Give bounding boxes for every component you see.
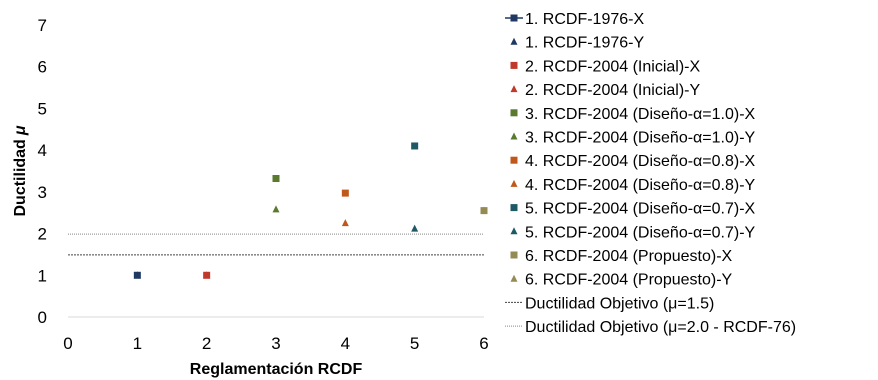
legend-marker-swatch <box>510 37 518 45</box>
y-tick-label: 5 <box>38 99 47 118</box>
legend-item: 3. RCDF-2004 (Diseño-α=1.0)-X <box>510 106 756 123</box>
x-axis-title: Reglamentación RCDF <box>190 361 363 378</box>
legend-item: 4. RCDF-2004 (Diseño-α=0.8)-X <box>510 153 756 170</box>
data-point-triangle <box>411 224 419 232</box>
legend-item: 6. RCDF-2004 (Propuesto)-Y <box>510 272 733 289</box>
x-tick-label: 4 <box>341 334 350 353</box>
x-tick-label: 5 <box>410 334 419 353</box>
legend-item: 1. RCDF-1976-X <box>505 11 644 28</box>
legend-label: 1. RCDF-1976-Y <box>525 35 644 52</box>
legend-label: 4. RCDF-2004 (Diseño-α=0.8)-Y <box>525 177 756 194</box>
legend-item: 2. RCDF-2004 (Inicial)-X <box>510 58 700 75</box>
x-tick-label: 6 <box>479 334 488 353</box>
x-tick-label: 0 <box>63 334 72 353</box>
legend-label: Ductilidad Objetivo (μ=2.0 - RCDF-76) <box>525 319 796 336</box>
legend-marker-swatch <box>510 132 518 140</box>
legend-marker-swatch <box>510 251 518 259</box>
y-axis-title-main: Ductilidad <box>12 139 29 216</box>
legend-marker-swatch <box>510 274 518 282</box>
data-point-triangle <box>203 271 211 279</box>
legend-label: 1. RCDF-1976-X <box>525 11 644 28</box>
legend-label: 3. RCDF-2004 (Diseño-α=1.0)-Y <box>525 130 756 147</box>
legend-item: 5. RCDF-2004 (Diseño-α=0.7)-Y <box>510 224 756 241</box>
y-tick-label: 2 <box>38 225 47 244</box>
legend-item: Ductilidad Objetivo (μ=1.5) <box>505 295 714 312</box>
legend-label: 6. RCDF-2004 (Propuesto)-Y <box>525 272 733 289</box>
data-point-square <box>341 189 349 197</box>
legend-marker-swatch <box>510 156 518 164</box>
reference-lines <box>68 233 484 256</box>
data-point-triangle <box>341 219 349 227</box>
legend-label: 5. RCDF-2004 (Diseño-α=0.7)-Y <box>525 224 756 241</box>
legend-marker-swatch <box>510 61 518 69</box>
legend-item: Ductilidad Objetivo (μ=2.0 - RCDF-76) <box>505 319 796 336</box>
legend-label: 6. RCDF-2004 (Propuesto)-X <box>525 248 733 265</box>
y-tick-label: 3 <box>38 183 47 202</box>
legend-label: 5. RCDF-2004 (Diseño-α=0.7)-X <box>525 201 756 218</box>
legend-label: 3. RCDF-2004 (Diseño-α=1.0)-X <box>525 106 756 123</box>
legend-item: 1. RCDF-1976-Y <box>510 35 644 52</box>
legend-marker-swatch <box>510 85 518 93</box>
legend-label: 2. RCDF-2004 (Inicial)-Y <box>525 82 700 99</box>
x-tick-label: 2 <box>202 334 211 353</box>
legend-marker-swatch <box>510 109 518 117</box>
data-point-square <box>272 175 280 183</box>
data-point-triangle <box>272 205 280 213</box>
y-tick-label: 7 <box>38 16 47 35</box>
legend-marker-swatch <box>510 227 518 235</box>
legend-item: 6. RCDF-2004 (Propuesto)-X <box>510 248 733 265</box>
legend-label: 4. RCDF-2004 (Diseño-α=0.8)-X <box>525 153 756 170</box>
tick-labels: 0 1 2 3 4 5 6 0 1 2 3 4 5 6 7 <box>38 16 489 353</box>
legend-item: 2. RCDF-2004 (Inicial)-Y <box>510 82 700 99</box>
x-tick-label: 3 <box>271 334 280 353</box>
legend-item: 3. RCDF-2004 (Diseño-α=1.0)-Y <box>510 130 756 147</box>
data-point-square <box>411 142 419 150</box>
y-tick-label: 4 <box>38 141 47 160</box>
legend: 1. RCDF-1976-X 1. RCDF-1976-Y 2. RCDF-2004… <box>505 11 796 336</box>
legend-item: 4. RCDF-2004 (Diseño-α=0.8)-Y <box>510 177 756 194</box>
y-tick-label: 1 <box>38 266 47 285</box>
legend-marker-swatch <box>510 204 518 212</box>
y-tick-label: 6 <box>38 58 47 77</box>
y-axis-title: Ductilidad μ <box>12 125 29 216</box>
legend-item: 5. RCDF-2004 (Diseño-α=0.7)-X <box>510 201 756 218</box>
legend-marker-swatch <box>510 14 518 22</box>
legend-label: 2. RCDF-2004 (Inicial)-X <box>525 58 700 75</box>
data-points <box>133 142 488 279</box>
x-tick-label: 1 <box>133 334 142 353</box>
data-point-triangle <box>480 206 488 214</box>
legend-label: Ductilidad Objetivo (μ=1.5) <box>525 295 714 312</box>
y-tick-label: 0 <box>38 308 47 327</box>
legend-marker-swatch <box>510 179 518 187</box>
data-point-triangle <box>133 271 141 279</box>
y-axis-title-symbol: μ <box>12 125 29 136</box>
